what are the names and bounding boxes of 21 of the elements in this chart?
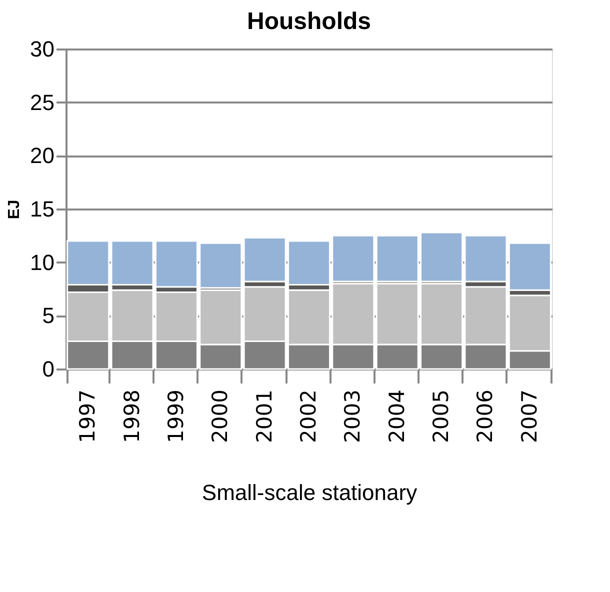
chart-title: Housholds — [247, 8, 371, 35]
y-tick-label: 20 — [30, 143, 54, 168]
x-tick-label: 1999 — [164, 390, 188, 443]
x-tick-label: 1998 — [120, 390, 144, 443]
y-tick-label: 25 — [30, 90, 54, 115]
y-tick-label: 5 — [42, 303, 54, 328]
y-tick-label: 15 — [30, 196, 54, 222]
x-tick-label: 2007 — [517, 390, 542, 443]
y-axis-title: EJ — [6, 200, 24, 220]
x-tick-label: 2003 — [340, 390, 365, 443]
x-tick-label: 2000 — [208, 390, 232, 443]
x-tick-label: 2006 — [473, 390, 498, 443]
y-tick-label: 0 — [42, 356, 54, 382]
x-tick-label: 1997 — [76, 390, 100, 443]
y-tick-label: 30 — [30, 36, 54, 62]
x-axis-title: Small-scale stationary — [202, 480, 418, 505]
x-tick-label: 2005 — [429, 390, 454, 443]
y-tick-label: 10 — [30, 250, 54, 275]
x-tick-label: 2002 — [296, 390, 320, 443]
x-tick-label: 2004 — [384, 390, 409, 443]
x-tick-label: 2001 — [252, 390, 276, 443]
